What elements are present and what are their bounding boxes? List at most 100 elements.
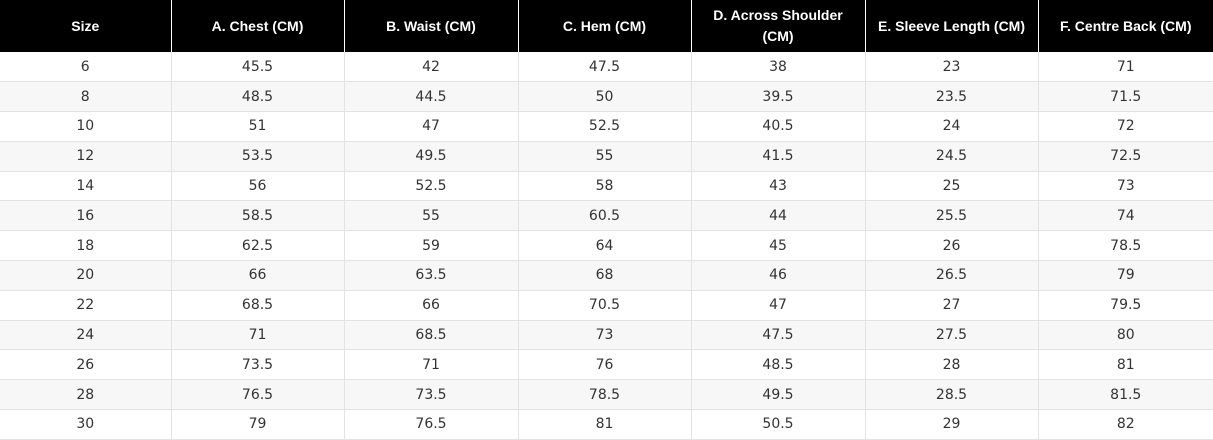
- cell-size: 8: [0, 81, 171, 113]
- header-chest: A. Chest (CM): [170, 0, 344, 52]
- cell-waist: 47: [343, 111, 518, 142]
- cell-sleeve-length: 27: [864, 290, 1038, 321]
- cell-waist: 76.5: [343, 409, 518, 440]
- cell-centre-back: 72: [1037, 111, 1213, 142]
- cell-centre-back: 79: [1037, 260, 1213, 291]
- cell-chest: 79: [170, 409, 344, 440]
- cell-chest: 51: [170, 111, 344, 142]
- cell-across-shoulder: 50.5: [690, 409, 865, 440]
- cell-size: 18: [0, 230, 171, 262]
- cell-hem: 78.5: [517, 379, 691, 411]
- cell-centre-back: 71.5: [1037, 81, 1213, 113]
- cell-across-shoulder: 49.5: [690, 379, 865, 411]
- cell-sleeve-length: 23.5: [864, 81, 1038, 113]
- cell-chest: 53.5: [170, 141, 344, 172]
- cell-waist: 71: [343, 349, 518, 381]
- header-across-shoulder: D. Across Shoulder (CM): [690, 0, 865, 52]
- cell-waist: 73.5: [343, 379, 518, 411]
- cell-sleeve-length: 28.5: [864, 379, 1038, 411]
- cell-hem: 73: [517, 320, 691, 351]
- cell-chest: 68.5: [170, 290, 344, 321]
- cell-hem: 64: [517, 230, 691, 262]
- table-row: 8 48.5 44.5 50 39.5 23.5 71.5: [0, 81, 1213, 113]
- table-row: 22 68.5 66 70.5 47 27 79.5: [0, 290, 1213, 321]
- table-row: 28 76.5 73.5 78.5 49.5 28.5 81.5: [0, 379, 1213, 411]
- cell-across-shoulder: 38: [690, 52, 865, 83]
- cell-waist: 42: [343, 52, 518, 83]
- header-waist: B. Waist (CM): [343, 0, 518, 52]
- cell-sleeve-length: 28: [864, 349, 1038, 381]
- cell-sleeve-length: 26: [864, 230, 1038, 262]
- cell-size: 28: [0, 379, 171, 411]
- table-row: 30 79 76.5 81 50.5 29 82: [0, 409, 1213, 440]
- size-chart-body: 6 45.5 42 47.5 38 23 71 8 48.5 44.5 50 39.5 23.5 71.5…: [0, 52, 1213, 440]
- cell-size: 30: [0, 409, 171, 440]
- cell-chest: 66: [170, 260, 344, 291]
- table-row: 18 62.5 59 64 45 26 78.5: [0, 230, 1213, 262]
- cell-hem: 76: [517, 349, 691, 381]
- table-row: 14 56 52.5 58 43 25 73: [0, 171, 1213, 202]
- cell-chest: 56: [170, 171, 344, 202]
- header-centre-back: F. Centre Back (CM): [1037, 0, 1213, 52]
- cell-across-shoulder: 47: [690, 290, 865, 321]
- cell-sleeve-length: 25: [864, 171, 1038, 202]
- cell-centre-back: 71: [1037, 52, 1213, 83]
- cell-chest: 73.5: [170, 349, 344, 381]
- cell-hem: 52.5: [517, 111, 691, 142]
- cell-hem: 60.5: [517, 200, 691, 232]
- cell-centre-back: 81.5: [1037, 379, 1213, 411]
- cell-waist: 68.5: [343, 320, 518, 351]
- cell-chest: 48.5: [170, 81, 344, 113]
- cell-size: 20: [0, 260, 171, 291]
- table-row: 26 73.5 71 76 48.5 28 81: [0, 349, 1213, 381]
- cell-waist: 55: [343, 200, 518, 232]
- cell-sleeve-length: 24.5: [864, 141, 1038, 172]
- table-row: 16 58.5 55 60.5 44 25.5 74: [0, 200, 1213, 232]
- cell-size: 10: [0, 111, 171, 142]
- cell-hem: 50: [517, 81, 691, 113]
- cell-sleeve-length: 29: [864, 409, 1038, 440]
- cell-chest: 76.5: [170, 379, 344, 411]
- cell-size: 26: [0, 349, 171, 381]
- cell-waist: 52.5: [343, 171, 518, 202]
- cell-across-shoulder: 41.5: [690, 141, 865, 172]
- cell-size: 16: [0, 200, 171, 232]
- cell-across-shoulder: 44: [690, 200, 865, 232]
- cell-centre-back: 73: [1037, 171, 1213, 202]
- table-row: 10 51 47 52.5 40.5 24 72: [0, 111, 1213, 142]
- cell-hem: 55: [517, 141, 691, 172]
- cell-centre-back: 72.5: [1037, 141, 1213, 172]
- cell-chest: 71: [170, 320, 344, 351]
- cell-across-shoulder: 43: [690, 171, 865, 202]
- cell-hem: 81: [517, 409, 691, 440]
- table-row: 24 71 68.5 73 47.5 27.5 80: [0, 320, 1213, 351]
- cell-hem: 68: [517, 260, 691, 291]
- cell-waist: 63.5: [343, 260, 518, 291]
- cell-size: 6: [0, 52, 171, 83]
- cell-sleeve-length: 27.5: [864, 320, 1038, 351]
- cell-centre-back: 78.5: [1037, 230, 1213, 262]
- cell-across-shoulder: 39.5: [690, 81, 865, 113]
- cell-size: 24: [0, 320, 171, 351]
- cell-sleeve-length: 26.5: [864, 260, 1038, 291]
- cell-chest: 62.5: [170, 230, 344, 262]
- cell-waist: 44.5: [343, 81, 518, 113]
- header-sleeve-length: E. Sleeve Length (CM): [864, 0, 1038, 52]
- cell-waist: 66: [343, 290, 518, 321]
- cell-size: 14: [0, 171, 171, 202]
- cell-chest: 58.5: [170, 200, 344, 232]
- cell-sleeve-length: 24: [864, 111, 1038, 142]
- cell-waist: 59: [343, 230, 518, 262]
- size-chart-header: Size A. Chest (CM) B. Waist (CM) C. Hem …: [0, 0, 1213, 52]
- cell-across-shoulder: 40.5: [690, 111, 865, 142]
- cell-waist: 49.5: [343, 141, 518, 172]
- cell-centre-back: 80: [1037, 320, 1213, 351]
- cell-across-shoulder: 48.5: [690, 349, 865, 381]
- header-row: Size A. Chest (CM) B. Waist (CM) C. Hem …: [0, 0, 1213, 52]
- cell-sleeve-length: 25.5: [864, 200, 1038, 232]
- cell-size: 22: [0, 290, 171, 321]
- cell-across-shoulder: 45: [690, 230, 865, 262]
- header-hem: C. Hem (CM): [517, 0, 691, 52]
- cell-chest: 45.5: [170, 52, 344, 83]
